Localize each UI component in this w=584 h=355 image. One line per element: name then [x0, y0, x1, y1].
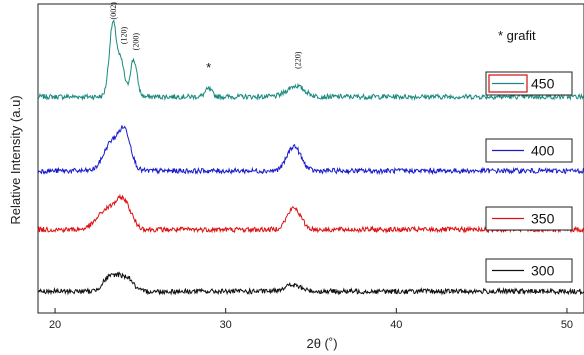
legend-highlight: [488, 74, 528, 93]
series-450-line: [37, 19, 584, 101]
peak-label: (200): [131, 33, 140, 51]
peak-label: (120): [119, 27, 128, 45]
legend-box: [485, 71, 573, 96]
x-tick-label: 40: [390, 319, 402, 331]
y-axis-title: Relative Intensity (a.u): [8, 95, 23, 224]
legend-label: 300: [531, 263, 555, 279]
series-300-line: [37, 271, 584, 296]
legend-box: [485, 258, 573, 283]
legend-label: 450: [531, 76, 555, 92]
peak-label: (002): [109, 2, 118, 20]
x-axis-title: 2θ (˚): [306, 336, 337, 351]
peak-labels: (002)(120) (200) * (220): [109, 2, 302, 75]
x-tick-label: 20: [49, 319, 61, 331]
legend-label: 400: [531, 143, 555, 159]
grafit-note: * grafit: [498, 28, 536, 43]
x-tick-label: 30: [220, 319, 232, 331]
peak-label: (220): [293, 51, 302, 69]
legend-label: 350: [531, 211, 555, 227]
series-400-line: [37, 125, 584, 176]
legend-box: [485, 206, 573, 231]
peak-marker: *: [206, 60, 211, 75]
x-axis: 20 30 40 50: [49, 308, 573, 331]
legend-box: [485, 138, 573, 163]
legend: 450 400 350 300: [485, 71, 573, 283]
x-tick-label: 50: [561, 319, 573, 331]
